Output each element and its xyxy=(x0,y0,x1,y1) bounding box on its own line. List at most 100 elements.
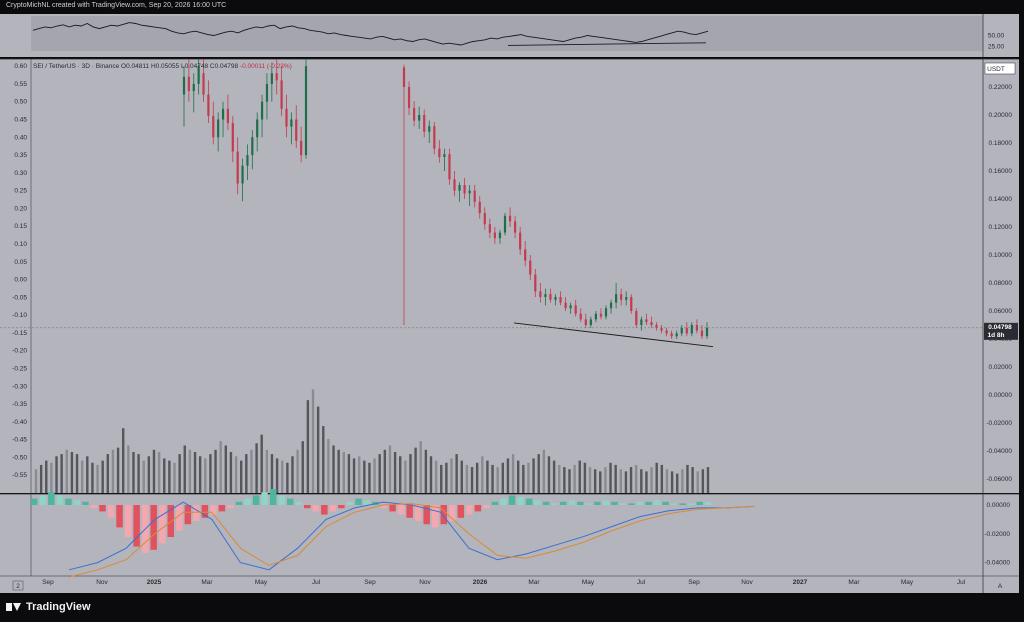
macd-histogram-bar xyxy=(124,505,132,537)
candle-body xyxy=(251,137,254,156)
left-axis-tick-label: 0.40 xyxy=(14,134,27,141)
volume-bar xyxy=(527,462,530,493)
volume-bar xyxy=(568,469,571,493)
volume-bar xyxy=(445,462,448,493)
macd-histogram-bar xyxy=(414,505,422,521)
price-tick-label: 0.00000 xyxy=(989,392,1013,399)
macd-tick-label: -0.04000 xyxy=(984,560,1010,567)
time-axis-bar xyxy=(0,576,1019,593)
volume-bar xyxy=(624,471,628,493)
left-axis-tick-label: 0.20 xyxy=(14,205,27,212)
candle-body xyxy=(665,330,668,334)
candle xyxy=(705,322,709,339)
left-axis-tick-label: 0.30 xyxy=(14,170,27,177)
macd-histogram-bar xyxy=(184,505,192,525)
volume-bar xyxy=(296,449,299,493)
candle xyxy=(660,325,663,334)
volume-bar xyxy=(501,462,505,493)
volume-bar xyxy=(460,460,463,493)
macd-histogram-bar xyxy=(252,495,260,505)
candle-body xyxy=(529,260,532,275)
volume-bar xyxy=(316,406,320,493)
macd-histogram-bar xyxy=(82,501,89,505)
candle xyxy=(599,308,603,320)
volume-bar xyxy=(50,462,53,493)
candle xyxy=(488,218,491,239)
candle xyxy=(300,126,303,163)
time-axis-label: Mar xyxy=(848,579,860,586)
left-axis-tick-label: -0.55 xyxy=(12,472,27,479)
candle xyxy=(453,171,456,197)
macd-histogram-bar xyxy=(585,503,593,505)
left-axis-tick-label: 0.60 xyxy=(14,63,27,70)
candle xyxy=(549,288,552,303)
volume-bar xyxy=(532,458,535,493)
macd-histogram-bar xyxy=(269,489,277,505)
volume-bar xyxy=(645,471,648,493)
timezone-icon-label: 2 xyxy=(16,583,20,590)
left-axis-tick-label: -0.05 xyxy=(12,294,27,301)
candle xyxy=(438,140,441,163)
candle xyxy=(463,178,466,199)
volume-bar xyxy=(481,456,484,493)
macd-histogram-bar xyxy=(65,498,72,505)
price-tick-label: 0.16000 xyxy=(989,168,1013,175)
volume-bar xyxy=(152,449,156,493)
volume-bar xyxy=(634,464,638,493)
price-tick-label: 0.20000 xyxy=(989,112,1013,119)
volume-bar xyxy=(39,464,43,493)
candle xyxy=(584,313,587,328)
volume-bar xyxy=(542,449,546,493)
candle xyxy=(270,62,273,102)
volume-bar xyxy=(245,454,248,493)
left-axis-tick-label: 0.05 xyxy=(14,259,27,266)
volume-bar xyxy=(70,451,74,493)
volume-bar xyxy=(209,454,212,493)
volume-bar xyxy=(419,441,422,493)
candle xyxy=(418,106,421,129)
candle-body xyxy=(680,327,683,334)
macd-histogram-bar xyxy=(176,505,183,531)
volume-bar xyxy=(255,443,258,493)
candle xyxy=(217,112,220,152)
candle-body xyxy=(202,73,205,95)
candle xyxy=(295,105,298,148)
macd-histogram-bar xyxy=(218,505,226,512)
left-axis-tick-label: 0.50 xyxy=(14,99,27,106)
candle-body xyxy=(630,297,633,311)
candle-body xyxy=(236,151,239,184)
volume-bar xyxy=(147,456,151,493)
candle-body xyxy=(650,322,653,325)
left-axis-tick-label: -0.45 xyxy=(12,437,27,444)
left-axis-tick-label: -0.35 xyxy=(12,401,27,408)
candle-body xyxy=(544,294,547,297)
candle xyxy=(670,330,673,339)
macd-histogram-bar xyxy=(491,501,499,505)
macd-histogram-bar xyxy=(278,495,285,505)
left-axis-tick-label: 0.35 xyxy=(14,152,27,159)
volume-bar xyxy=(347,454,351,493)
candle xyxy=(443,148,446,171)
volume-bar xyxy=(357,456,361,493)
volume-bar xyxy=(491,464,494,493)
candle-body xyxy=(418,115,421,121)
time-axis-label: 2026 xyxy=(473,579,488,586)
volume-bar xyxy=(265,449,269,493)
candle xyxy=(256,112,259,152)
volume-bar xyxy=(234,456,238,493)
time-axis-label: May xyxy=(901,579,914,586)
volume-bar xyxy=(301,441,304,493)
time-axis-label: 2027 xyxy=(793,579,808,586)
currency-label: USDT xyxy=(987,66,1005,73)
candle-body xyxy=(498,232,502,239)
volume-bar xyxy=(537,454,540,493)
tradingview-brand[interactable]: TradingView xyxy=(6,601,91,613)
volume-bar xyxy=(337,449,340,493)
candle-body xyxy=(448,154,451,180)
volume-bar xyxy=(686,464,689,493)
candle xyxy=(655,322,658,331)
candle-body xyxy=(300,140,303,156)
candle-body xyxy=(483,213,486,225)
volume-bar xyxy=(60,454,63,493)
